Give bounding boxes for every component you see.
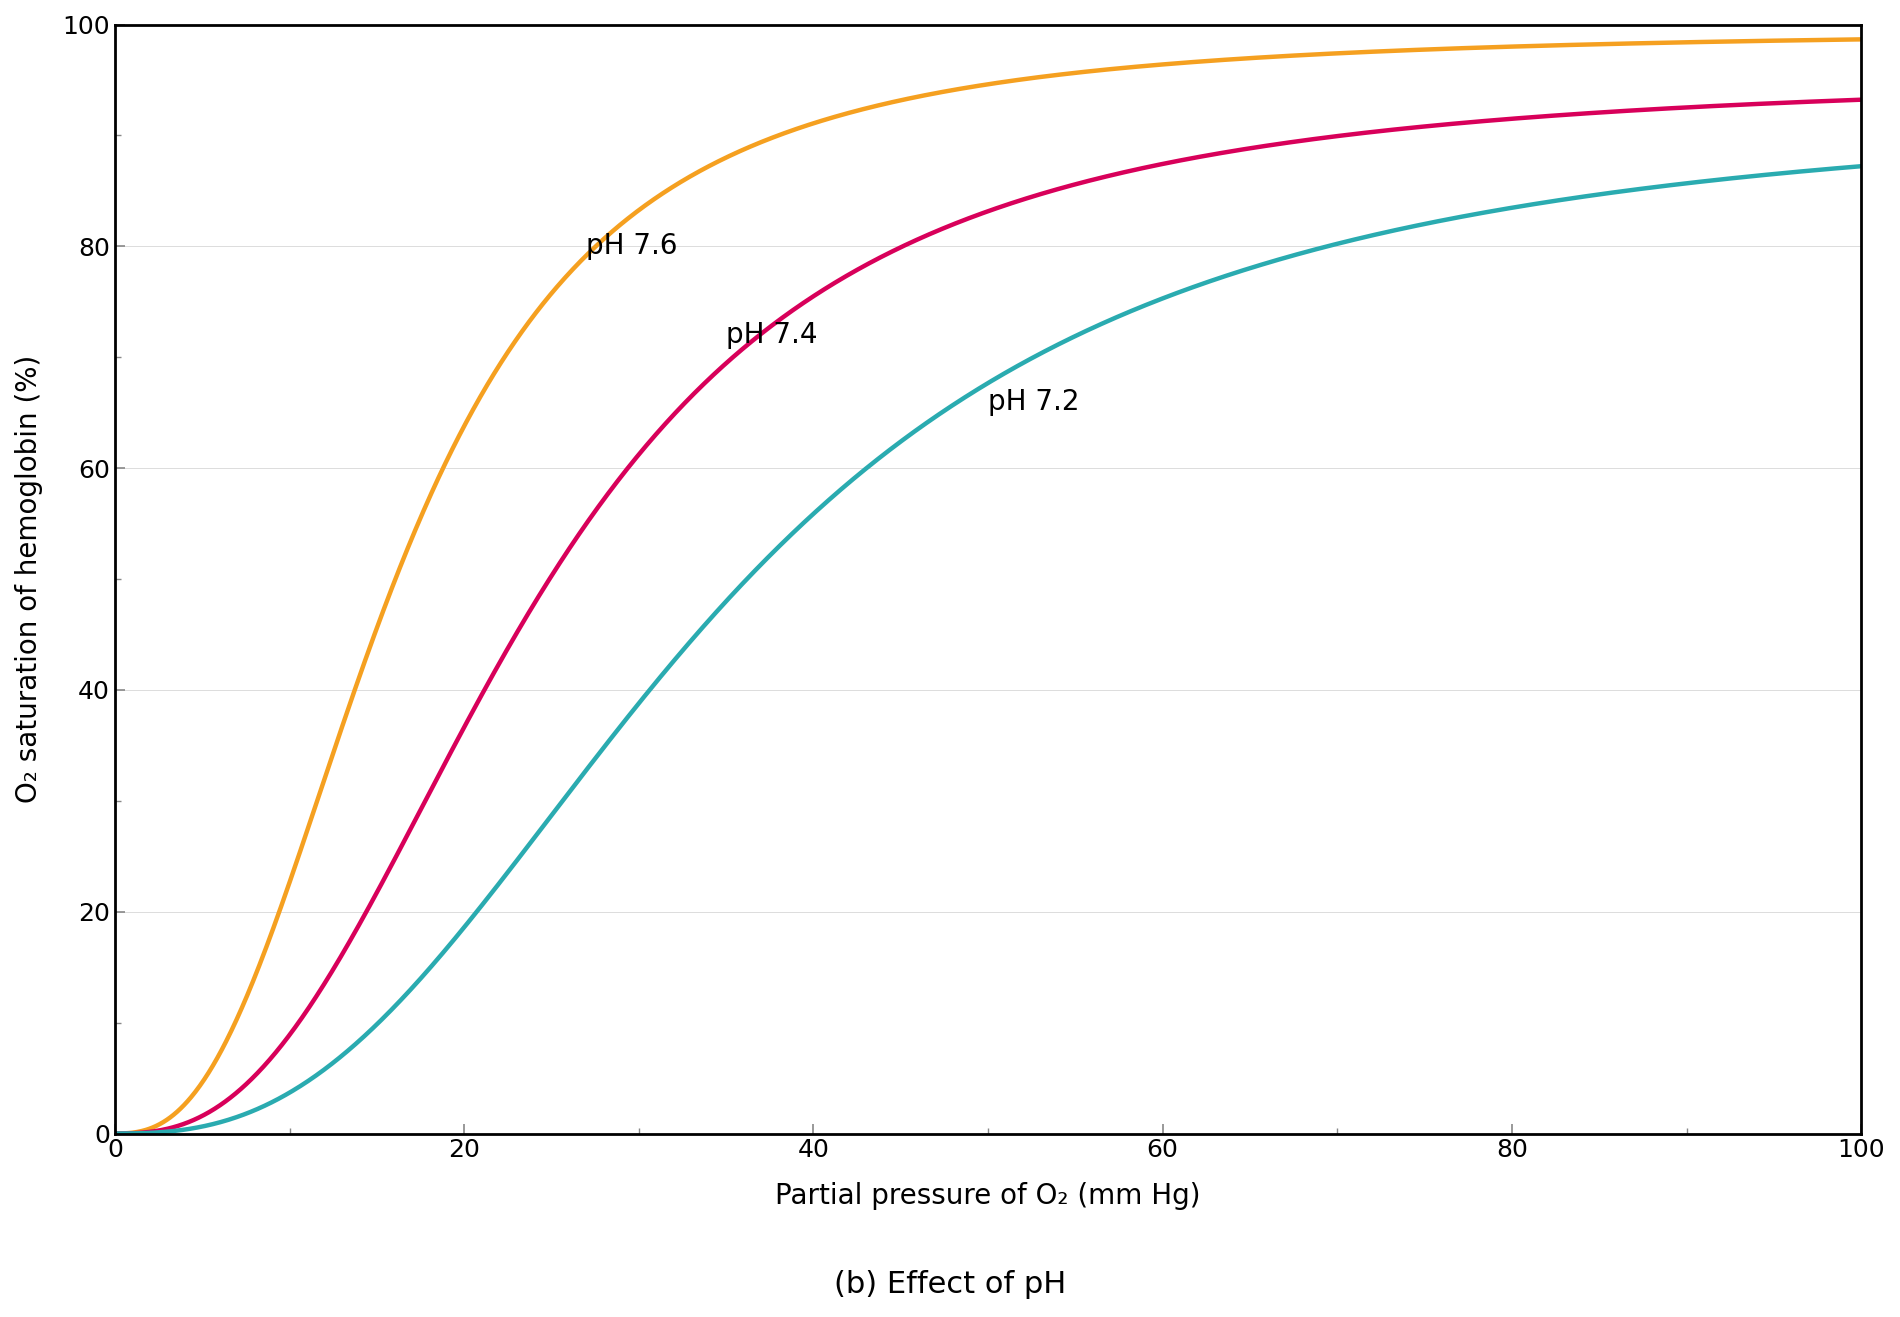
- Y-axis label: O₂ saturation of hemoglobin (%): O₂ saturation of hemoglobin (%): [15, 354, 44, 803]
- X-axis label: Partial pressure of O₂ (mm Hg): Partial pressure of O₂ (mm Hg): [775, 1181, 1201, 1210]
- Text: pH 7.6: pH 7.6: [587, 232, 678, 261]
- Text: (b) Effect of pH: (b) Effect of pH: [834, 1270, 1066, 1299]
- Text: pH 7.2: pH 7.2: [988, 387, 1079, 416]
- Text: pH 7.4: pH 7.4: [726, 321, 817, 349]
